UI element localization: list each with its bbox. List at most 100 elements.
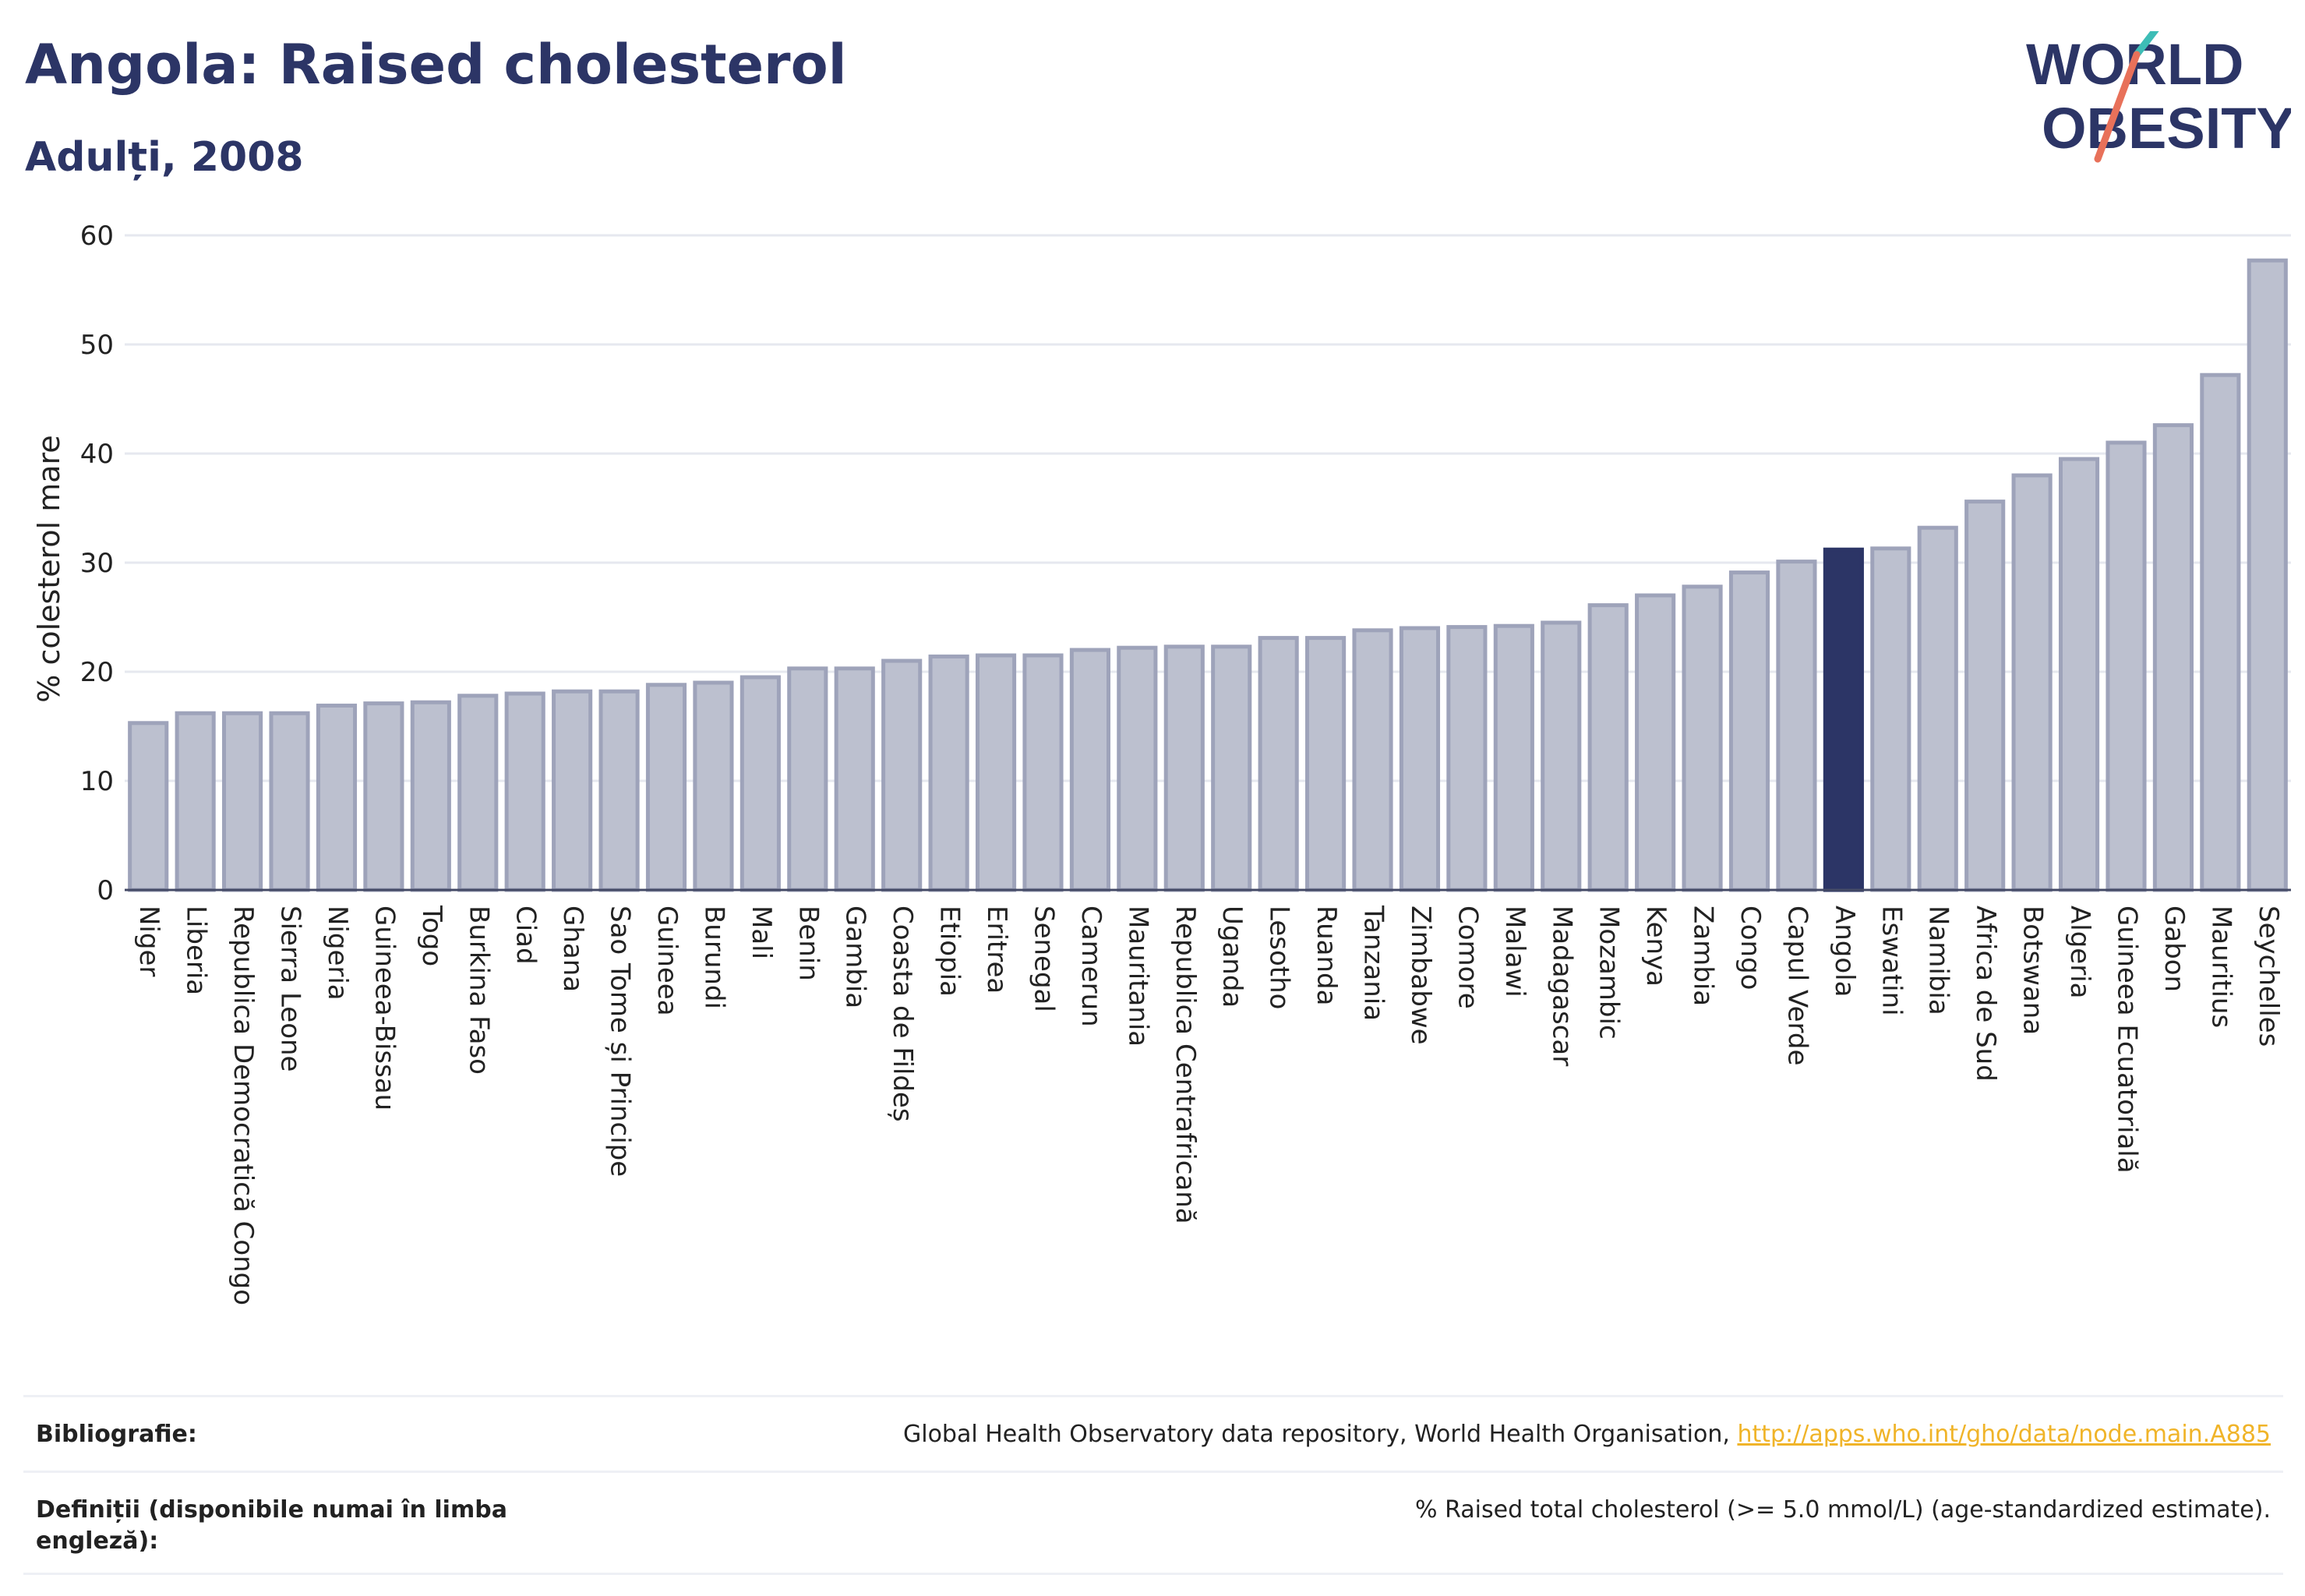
bar[interactable] <box>504 691 545 892</box>
y-axis-ticks: 0 10 20 30 40 50 60 <box>80 221 114 906</box>
x-tick-label: Republica Democratică Congo <box>228 906 259 1305</box>
x-tick-label: Mauritania <box>1122 906 1153 1047</box>
bar[interactable] <box>1776 560 1817 892</box>
bar[interactable] <box>2011 473 2053 892</box>
x-tick-label: Lesotho <box>1264 906 1295 1009</box>
bar[interactable] <box>363 701 404 892</box>
x-tick-label: Ghana <box>557 906 588 992</box>
x-tick-label: Liberia <box>181 906 212 995</box>
bar[interactable] <box>1682 584 1723 892</box>
definitions-text: % Raised total cholesterol (>= 5.0 mmol/… <box>1415 1496 2271 1524</box>
bar[interactable] <box>1635 593 1676 892</box>
y-tick-label: 50 <box>80 330 114 361</box>
bar[interactable] <box>2058 457 2100 892</box>
bar[interactable] <box>1446 625 1488 892</box>
footer: Bibliografie: Global Health Observatory … <box>23 1395 2283 1575</box>
bar[interactable] <box>975 653 1017 892</box>
bar[interactable] <box>1305 636 1347 892</box>
bibliography-text: Global Health Observatory data repositor… <box>903 1421 1730 1448</box>
bar[interactable] <box>693 680 734 892</box>
bar[interactable] <box>2152 423 2194 892</box>
bar[interactable] <box>1211 644 1252 892</box>
bar[interactable] <box>881 659 923 892</box>
bar[interactable] <box>645 683 687 892</box>
bar[interactable] <box>1069 648 1110 892</box>
x-tick-label: Guineea-Bissau <box>369 906 400 1110</box>
x-tick-label: Nigeria <box>322 906 353 1001</box>
bar[interactable] <box>1728 570 1770 892</box>
logo-word-obesity: OBESITY <box>2042 96 2291 161</box>
bar[interactable] <box>316 703 358 892</box>
x-tick-label: Eswatini <box>1876 906 1907 1016</box>
bar[interactable] <box>787 666 828 892</box>
x-tick-label: Guineea <box>651 906 683 1016</box>
x-tick-label: Camerun <box>1075 906 1107 1027</box>
x-tick-label: Kenya <box>1640 906 1671 987</box>
bar[interactable] <box>222 711 263 892</box>
x-tick-label: Guineea Ecuatorială <box>2111 906 2142 1174</box>
bar[interactable] <box>1493 623 1534 892</box>
bar[interactable] <box>740 675 781 892</box>
x-tick-label: Africa de Sud <box>1970 906 2001 1082</box>
bar[interactable] <box>128 721 169 892</box>
x-tick-label: Senegal <box>1028 906 1059 1012</box>
x-tick-label: Niger <box>133 906 164 976</box>
logo-slash-top <box>2133 31 2159 58</box>
bar[interactable] <box>269 711 310 892</box>
bibliography-link[interactable]: http://apps.who.int/gho/data/node.main.A… <box>1737 1421 2271 1448</box>
bar[interactable] <box>2200 373 2241 892</box>
y-tick-label: 60 <box>80 221 114 252</box>
bar[interactable] <box>1163 644 1205 892</box>
bar[interactable] <box>598 689 640 892</box>
bar[interactable] <box>2247 258 2288 892</box>
definitions-row: Definiții (disponibile numai în limba en… <box>23 1471 2283 1575</box>
bar[interactable] <box>1541 620 1582 892</box>
y-tick-label: 10 <box>80 766 114 797</box>
x-tick-label: Algeria <box>2064 906 2095 998</box>
bar[interactable] <box>1399 626 1441 892</box>
bar-chart: 0 10 20 30 40 50 60 Niger Liberia Republica Demo… <box>32 221 2291 1305</box>
x-tick-label: Botswana <box>2017 906 2049 1035</box>
x-tick-label: Sierra Leone <box>275 906 306 1072</box>
bibliography-label: Bibliografie: <box>36 1421 197 1448</box>
x-tick-label: Sao Tome și Principe <box>605 906 636 1177</box>
bar[interactable] <box>2106 440 2147 892</box>
x-tick-label: Capul Verde <box>1781 906 1813 1065</box>
x-tick-label: Eritrea <box>981 906 1012 994</box>
x-tick-label: Angola <box>1829 906 1860 997</box>
y-tick-label: 20 <box>80 657 114 688</box>
bar[interactable] <box>928 654 969 892</box>
x-tick-label: Ruanda <box>1311 906 1342 1005</box>
bar[interactable] <box>1258 636 1299 892</box>
y-tick-label: 0 <box>97 875 114 906</box>
x-tick-label: Madagascar <box>1546 906 1577 1066</box>
bar[interactable] <box>552 689 593 892</box>
bar[interactable] <box>457 694 499 892</box>
bar[interactable] <box>834 666 875 892</box>
x-tick-label: Togo <box>416 905 447 966</box>
bar[interactable] <box>175 711 216 892</box>
y-tick-label: 40 <box>80 439 114 470</box>
bar-highlighted[interactable] <box>1823 547 1864 892</box>
bar[interactable] <box>1917 525 1958 892</box>
bar[interactable] <box>1964 500 2006 892</box>
bar[interactable] <box>1022 653 1064 892</box>
bars <box>125 258 2291 892</box>
x-tick-label: Coasta de Fildeș <box>887 906 918 1122</box>
x-axis-ticks: Niger Liberia Republica Democratică Congo S… <box>133 905 2284 1305</box>
chart-subtitle: Adulți, 2008 <box>25 134 304 181</box>
y-axis-label: % colesterol mare <box>32 435 66 702</box>
x-tick-label: Burundi <box>698 906 729 1009</box>
bibliography-value: Global Health Observatory data repositor… <box>903 1419 2271 1450</box>
bar[interactable] <box>1117 645 1158 892</box>
x-tick-label: Mozambic <box>1594 906 1625 1040</box>
bar[interactable] <box>1587 603 1629 892</box>
bar[interactable] <box>1352 628 1393 892</box>
bar[interactable] <box>410 700 451 892</box>
x-tick-label: Uganda <box>1216 906 1248 1008</box>
bar[interactable] <box>1870 546 1911 892</box>
definitions-label: Definiții (disponibile numai în limba en… <box>36 1496 507 1555</box>
x-tick-label: Tanzania <box>1358 905 1389 1021</box>
x-tick-label: Mali <box>746 906 777 959</box>
x-tick-label: Gambia <box>840 906 871 1008</box>
